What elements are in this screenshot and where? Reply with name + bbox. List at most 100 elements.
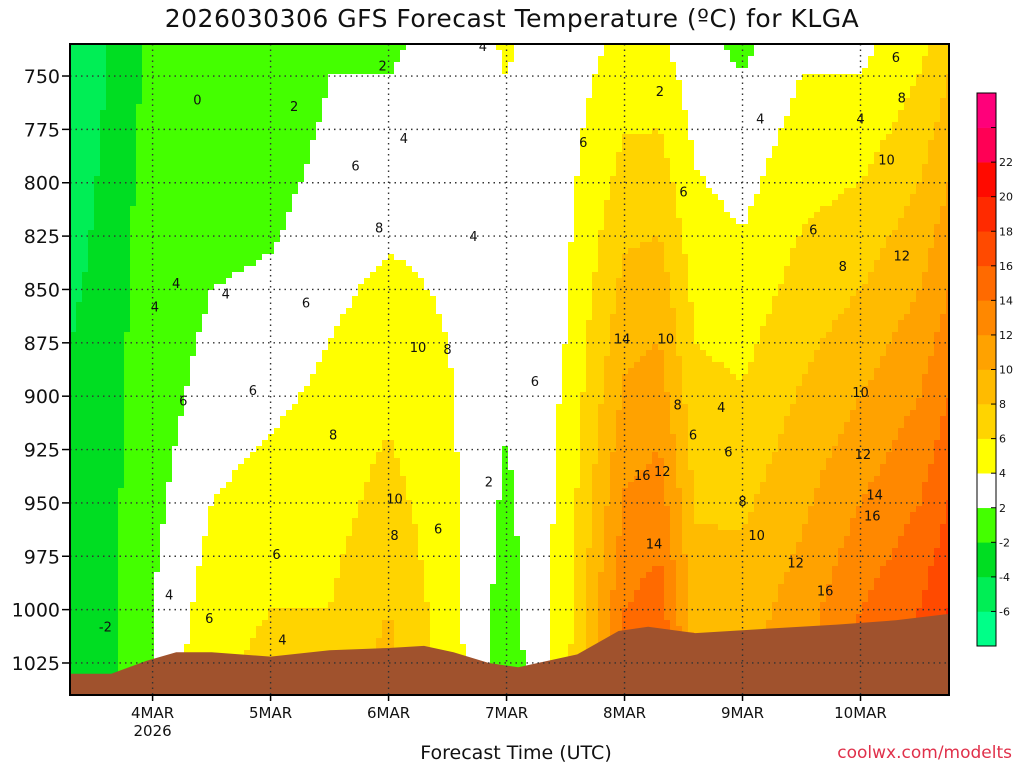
temperature-cell bbox=[490, 236, 497, 243]
temperature-cell bbox=[394, 134, 401, 141]
temperature-cell bbox=[232, 206, 239, 213]
temperature-cell bbox=[202, 44, 209, 51]
temperature-cell bbox=[226, 92, 233, 99]
temperature-cell bbox=[916, 74, 923, 81]
temperature-cell bbox=[538, 164, 545, 171]
temperature-cell bbox=[580, 134, 587, 141]
temperature-cell bbox=[712, 104, 719, 111]
temperature-cell bbox=[70, 134, 77, 141]
temperature-cell bbox=[364, 188, 371, 195]
temperature-cell bbox=[736, 110, 743, 117]
temperature-cell bbox=[724, 236, 731, 243]
temperature-cell bbox=[760, 140, 767, 147]
temperature-cell bbox=[544, 74, 551, 81]
temperature-cell bbox=[244, 104, 251, 111]
temperature-cell bbox=[472, 170, 479, 177]
temperature-cell bbox=[196, 80, 203, 87]
temperature-cell bbox=[550, 116, 557, 123]
temperature-cell bbox=[796, 146, 803, 153]
temperature-cell bbox=[94, 176, 101, 183]
temperature-cell bbox=[916, 164, 923, 171]
temperature-cell bbox=[334, 56, 341, 63]
temperature-cell bbox=[364, 68, 371, 75]
temperature-cell bbox=[508, 74, 515, 81]
temperature-cell bbox=[274, 44, 281, 51]
temperature-cell bbox=[370, 134, 377, 141]
temperature-cell bbox=[850, 176, 857, 183]
temperature-cell bbox=[88, 44, 95, 51]
temperature-cell bbox=[346, 92, 353, 99]
temperature-cell bbox=[322, 182, 329, 189]
temperature-cell bbox=[580, 98, 587, 105]
temperature-cell bbox=[190, 164, 197, 171]
temperature-cell bbox=[604, 110, 611, 117]
temperature-cell bbox=[658, 242, 665, 249]
temperature-cell bbox=[646, 110, 653, 117]
temperature-cell bbox=[88, 86, 95, 93]
temperature-cell bbox=[310, 218, 317, 225]
temperature-cell bbox=[244, 44, 251, 51]
temperature-cell bbox=[274, 68, 281, 75]
temperature-cell bbox=[412, 86, 419, 93]
temperature-cell bbox=[70, 194, 77, 201]
temperature-cell bbox=[838, 44, 845, 51]
temperature-cell bbox=[880, 236, 887, 243]
temperature-cell bbox=[772, 80, 779, 87]
temperature-cell bbox=[478, 158, 485, 165]
temperature-cell bbox=[538, 212, 545, 219]
temperature-cell bbox=[130, 176, 137, 183]
temperature-cell bbox=[190, 140, 197, 147]
temperature-cell bbox=[508, 122, 515, 129]
temperature-cell bbox=[292, 146, 299, 153]
temperature-cell bbox=[628, 140, 635, 147]
temperature-cell bbox=[70, 140, 77, 147]
temperature-cell bbox=[310, 200, 317, 207]
temperature-cell bbox=[544, 98, 551, 105]
temperature-cell bbox=[514, 158, 521, 165]
temperature-cell bbox=[874, 140, 881, 147]
temperature-cell bbox=[736, 92, 743, 99]
temperature-cell bbox=[748, 50, 755, 57]
temperature-cell bbox=[118, 218, 125, 225]
temperature-cell bbox=[136, 242, 143, 249]
temperature-cell bbox=[772, 122, 779, 129]
temperature-cell bbox=[574, 50, 581, 57]
temperature-cell bbox=[574, 188, 581, 195]
temperature-cell bbox=[130, 170, 137, 177]
temperature-cell bbox=[358, 92, 365, 99]
temperature-cell bbox=[562, 152, 569, 159]
temperature-cell bbox=[322, 194, 329, 201]
temperature-cell bbox=[280, 74, 287, 81]
temperature-cell bbox=[94, 104, 101, 111]
temperature-cell bbox=[304, 224, 311, 231]
temperature-cell bbox=[244, 74, 251, 81]
temperature-cell bbox=[106, 152, 113, 159]
temperature-cell bbox=[358, 182, 365, 189]
temperature-cell bbox=[412, 152, 419, 159]
temperature-cell bbox=[544, 44, 551, 51]
temperature-cell bbox=[328, 182, 335, 189]
temperature-cell bbox=[820, 98, 827, 105]
temperature-cell bbox=[232, 230, 239, 237]
temperature-cell bbox=[850, 104, 857, 111]
temperature-cell bbox=[118, 56, 125, 63]
temperature-cell bbox=[358, 206, 365, 213]
temperature-cell bbox=[736, 98, 743, 105]
temperature-cell bbox=[358, 134, 365, 141]
temperature-cell bbox=[760, 110, 767, 117]
temperature-cell bbox=[670, 164, 677, 171]
temperature-cell bbox=[688, 176, 695, 183]
temperature-cell bbox=[478, 140, 485, 147]
temperature-cell bbox=[118, 236, 125, 243]
temperature-cell bbox=[826, 56, 833, 63]
temperature-cell bbox=[826, 74, 833, 81]
temperature-cell bbox=[658, 194, 665, 201]
temperature-cell bbox=[796, 164, 803, 171]
temperature-cell bbox=[820, 74, 827, 81]
temperature-cell bbox=[580, 164, 587, 171]
temperature-cell bbox=[70, 86, 77, 93]
temperature-cell bbox=[712, 230, 719, 237]
temperature-cell bbox=[472, 218, 479, 225]
temperature-cell bbox=[340, 200, 347, 207]
temperature-cell bbox=[640, 86, 647, 93]
